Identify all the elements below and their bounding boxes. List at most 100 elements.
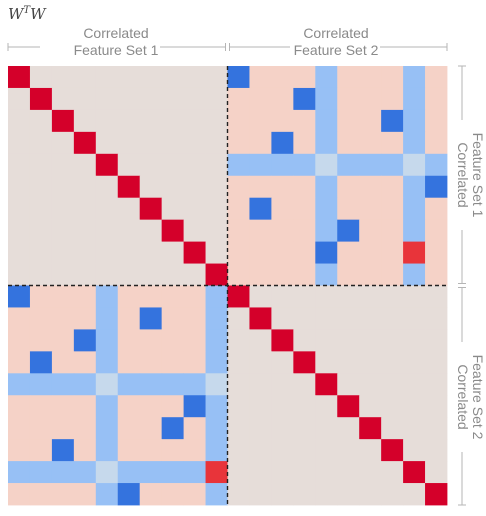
- heatmap-cell-r4-c3: [73, 153, 97, 177]
- heatmap-cell-r4-c12: [271, 153, 294, 177]
- heatmap-cell-r7-c0: [8, 219, 31, 242]
- heatmap-cell-r3-c12: [271, 131, 294, 155]
- heatmap-cell-r9-c12: [271, 263, 294, 286]
- heatmap-cell-r13-c9: [205, 351, 228, 374]
- heatmap-cell-r18-c5: [117, 461, 141, 484]
- heatmap-cell-r12-c8: [183, 329, 206, 352]
- heatmap-cell-r4-c11: [249, 153, 272, 177]
- heatmap-cell-r4-c19: [425, 153, 448, 177]
- heatmap-cell-r17-c2: [51, 439, 75, 462]
- heatmap-cell-r4-c1: [29, 153, 53, 177]
- heatmap-cell-r11-c10: [227, 307, 250, 330]
- right-group-2-line1: Correlated: [455, 364, 471, 429]
- heatmap-cell-r14-c12: [271, 373, 294, 396]
- heatmap-cell-r16-c14: [315, 417, 338, 440]
- heatmap-cell-r9-c5: [117, 263, 141, 286]
- heatmap-cell-r10-c18: [403, 285, 426, 308]
- heatmap-cell-r19-c10: [227, 483, 250, 506]
- heatmap-cell-r16-c10: [227, 417, 250, 440]
- heatmap-cell-r12-c1: [29, 329, 53, 352]
- heatmap-cell-r11-c5: [117, 307, 141, 330]
- heatmap-cell-r6-c0: [8, 197, 31, 221]
- heatmap-cell-r7-c17: [381, 219, 404, 242]
- heatmap-cell-r1-c0: [8, 87, 31, 111]
- heatmap-cell-r7-c18: [403, 219, 426, 242]
- heatmap-cell-r4-c17: [381, 153, 404, 177]
- top-group-1-line2: Feature Set 1: [74, 42, 159, 58]
- heatmap-cell-r5-c13: [293, 175, 316, 199]
- heatmap-cell-r10-c16: [359, 285, 382, 308]
- heatmap-cell-r16-c17: [381, 417, 404, 440]
- heatmap-cell-r13-c2: [51, 351, 75, 374]
- heatmap-cell-r2-c5: [117, 109, 141, 133]
- heatmap-cell-r10-c6: [139, 285, 163, 308]
- heatmap-cell-r6-c1: [29, 197, 53, 221]
- heatmap-cell-r7-c16: [359, 219, 382, 242]
- heatmap-cell-r12-c16: [359, 329, 382, 352]
- heatmap-cell-r0-c3: [73, 66, 97, 89]
- heatmap-cell-r8-c12: [271, 241, 294, 264]
- heatmap-cell-r18-c14: [315, 461, 338, 484]
- heatmap-cell-r0-c9: [205, 66, 228, 89]
- heatmap-cell-r13-c7: [161, 351, 184, 374]
- heatmap-cell-r6-c5: [117, 197, 141, 221]
- heatmap-cell-r7-c15: [337, 219, 360, 242]
- heatmap-cell-r15-c4: [95, 395, 119, 418]
- heatmap-cell-r2-c15: [337, 109, 360, 133]
- heatmap-cell-r15-c7: [161, 395, 184, 418]
- heatmap-cell-r13-c4: [95, 351, 119, 374]
- heatmap-cell-r1-c12: [271, 87, 294, 111]
- heatmap-cell-r1-c18: [403, 87, 426, 111]
- heatmap-cell-r16-c5: [117, 417, 141, 440]
- heatmap-cell-r7-c1: [29, 219, 53, 242]
- heatmap-cell-r3-c10: [227, 131, 250, 155]
- heatmap-cell-r1-c8: [183, 87, 206, 111]
- heatmap-cell-r17-c10: [227, 439, 250, 462]
- heatmap-cell-r17-c13: [293, 439, 316, 462]
- heatmap-cell-r19-c9: [205, 483, 228, 506]
- heatmap-cell-r12-c5: [117, 329, 141, 352]
- heatmap-cell-r7-c12: [271, 219, 294, 242]
- heatmap-cell-r5-c4: [95, 175, 119, 199]
- heatmap-cell-r1-c5: [117, 87, 141, 111]
- heatmap-cell-r4-c16: [359, 153, 382, 177]
- heatmap-cell-r8-c11: [249, 241, 272, 264]
- heatmap-cell-r16-c18: [403, 417, 426, 440]
- heatmap-cell-r6-c11: [249, 197, 272, 221]
- heatmap-cell-r13-c0: [8, 351, 31, 374]
- heatmap-cell-r11-c19: [425, 307, 448, 330]
- heatmap-cell-r14-c3: [73, 373, 97, 396]
- heatmap-cell-r7-c3: [73, 219, 97, 242]
- heatmap-cell-r9-c13: [293, 263, 316, 286]
- heatmap-cell-r10-c0: [8, 285, 31, 308]
- heatmap-cell-r17-c9: [205, 439, 228, 462]
- heatmap-cell-r13-c17: [381, 351, 404, 374]
- heatmap-cell-r18-c2: [51, 461, 75, 484]
- heatmap-cell-r1-c19: [425, 87, 448, 111]
- heatmap-cell-r17-c15: [337, 439, 360, 462]
- heatmap-cell-r9-c19: [425, 263, 448, 286]
- heatmap-cell-r5-c12: [271, 175, 294, 199]
- heatmap-cell-r18-c8: [183, 461, 206, 484]
- heatmap-cell-r14-c8: [183, 373, 206, 396]
- heatmap-cell-r6-c2: [51, 197, 75, 221]
- heatmap-cell-r19-c3: [73, 483, 97, 506]
- heatmap-cell-r9-c7: [161, 263, 184, 286]
- heatmap-cell-r15-c19: [425, 395, 448, 418]
- heatmap-cell-r13-c16: [359, 351, 382, 374]
- heatmap-cell-r17-c5: [117, 439, 141, 462]
- heatmap-cell-r7-c9: [205, 219, 228, 242]
- heatmap-cell-r2-c16: [359, 109, 382, 133]
- heatmap-cell-r18-c11: [249, 461, 272, 484]
- heatmap-cell-r1-c3: [73, 87, 97, 111]
- heatmap-cell-r0-c2: [51, 66, 75, 89]
- heatmap-cell-r5-c14: [315, 175, 338, 199]
- heatmap-cell-r12-c14: [315, 329, 338, 352]
- heatmap-cell-r6-c19: [425, 197, 448, 221]
- heatmap-cell-r5-c18: [403, 175, 426, 199]
- heatmap-cell-r6-c14: [315, 197, 338, 221]
- heatmap-cell-r18-c15: [337, 461, 360, 484]
- heatmap-cell-r2-c13: [293, 109, 316, 133]
- heatmap-cell-r2-c1: [29, 109, 53, 133]
- heatmap-cell-r8-c9: [205, 241, 228, 264]
